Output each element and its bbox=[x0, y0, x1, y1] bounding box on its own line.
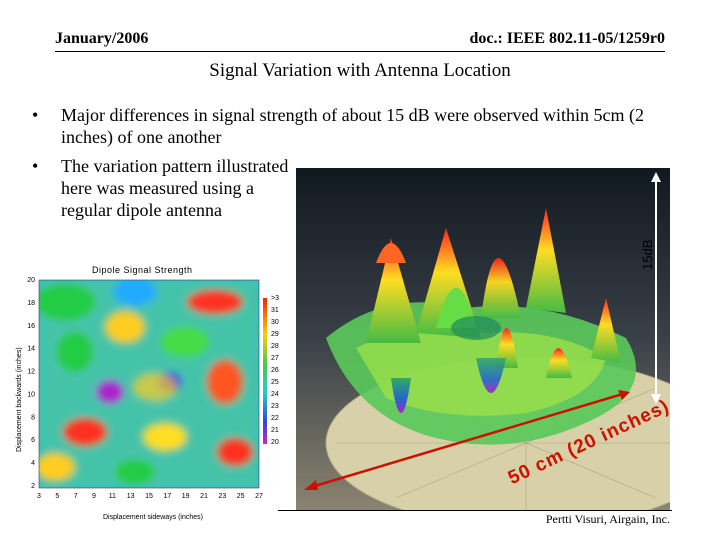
y-tick-label: 16 bbox=[27, 323, 35, 330]
x-tick-label: 17 bbox=[163, 493, 171, 500]
x-tick-label: 27 bbox=[255, 493, 263, 500]
colorbar-label: 24 bbox=[271, 391, 279, 398]
x-tick-labels: 3 5 7 9 11 13 15 17 19 21 23 25 27 bbox=[37, 493, 263, 500]
header-doc-id: doc.: IEEE 802.11-05/1259r0 bbox=[469, 30, 665, 47]
x-tick-label: 3 bbox=[37, 493, 41, 500]
bullet-2: • The variation pattern illustrated here… bbox=[32, 155, 292, 221]
x-tick-label: 15 bbox=[145, 493, 153, 500]
x-tick-label: 5 bbox=[55, 493, 59, 500]
colorbar-label: 21 bbox=[271, 427, 279, 434]
x-tick-label: 13 bbox=[127, 493, 135, 500]
y-tick-label: 12 bbox=[27, 369, 35, 376]
y-tick-label: 14 bbox=[27, 346, 35, 353]
x-tick-label: 21 bbox=[200, 493, 208, 500]
heatmap-title: Dipole Signal Strength bbox=[92, 265, 193, 275]
y-tick-label: 4 bbox=[31, 460, 35, 467]
bullet-1: • Major differences in signal strength o… bbox=[32, 104, 692, 148]
x-tick-label: 25 bbox=[237, 493, 245, 500]
x-tick-label: 7 bbox=[74, 493, 78, 500]
slide-title: Signal Variation with Antenna Location bbox=[209, 60, 511, 81]
y-tick-label: 18 bbox=[27, 300, 35, 307]
header-date: January/2006 bbox=[55, 30, 149, 47]
bullet-dot: • bbox=[32, 105, 39, 125]
y-tick-label: 2 bbox=[31, 483, 35, 490]
colorbar-label: >3 bbox=[271, 295, 279, 302]
heatmap-xlabel: Displacement sideways (inches) bbox=[103, 514, 203, 521]
colorbar-label: 27 bbox=[271, 355, 279, 362]
x-tick-label: 23 bbox=[218, 493, 226, 500]
y-tick-labels: 20 18 16 14 12 10 8 6 4 2 bbox=[27, 277, 35, 490]
header-rule bbox=[55, 51, 665, 52]
bullet-1-text: Major differences in signal strength of … bbox=[61, 105, 645, 147]
footer-author: Pertti Visuri, Airgain, Inc. bbox=[545, 512, 670, 526]
x-tick-label: 19 bbox=[182, 493, 190, 500]
x-tick-label: 9 bbox=[92, 493, 96, 500]
y-tick-label: 10 bbox=[27, 391, 35, 398]
db-scale-label: 15dB bbox=[640, 239, 655, 270]
y-tick-label: 6 bbox=[31, 437, 35, 444]
signal-surface-photo bbox=[296, 168, 670, 510]
footer-rule bbox=[278, 510, 672, 511]
colorbar-label: 23 bbox=[271, 403, 279, 410]
colorbar-label: 22 bbox=[271, 415, 279, 422]
colorbar-label: 31 bbox=[271, 307, 279, 314]
y-tick-label: 8 bbox=[31, 414, 35, 421]
y-tick-label: 20 bbox=[27, 277, 35, 284]
colorbar-label: 26 bbox=[271, 367, 279, 374]
colorbar-label: 28 bbox=[271, 343, 279, 350]
x-tick-label: 11 bbox=[109, 493, 116, 500]
heatmap-ylabel: Displacement backwards (inches) bbox=[16, 347, 23, 452]
colorbar-label: 20 bbox=[271, 439, 279, 446]
colorbar-label: 25 bbox=[271, 379, 279, 386]
colorbar-label: 29 bbox=[271, 331, 279, 338]
colorbar-label: 30 bbox=[271, 319, 279, 326]
bullet-dot: • bbox=[32, 156, 39, 176]
colorbar-labels: >3 31 30 29 28 27 26 25 24 23 22 21 20 bbox=[271, 295, 279, 446]
bullet-2-text: The variation pattern illustrated here w… bbox=[61, 156, 289, 220]
